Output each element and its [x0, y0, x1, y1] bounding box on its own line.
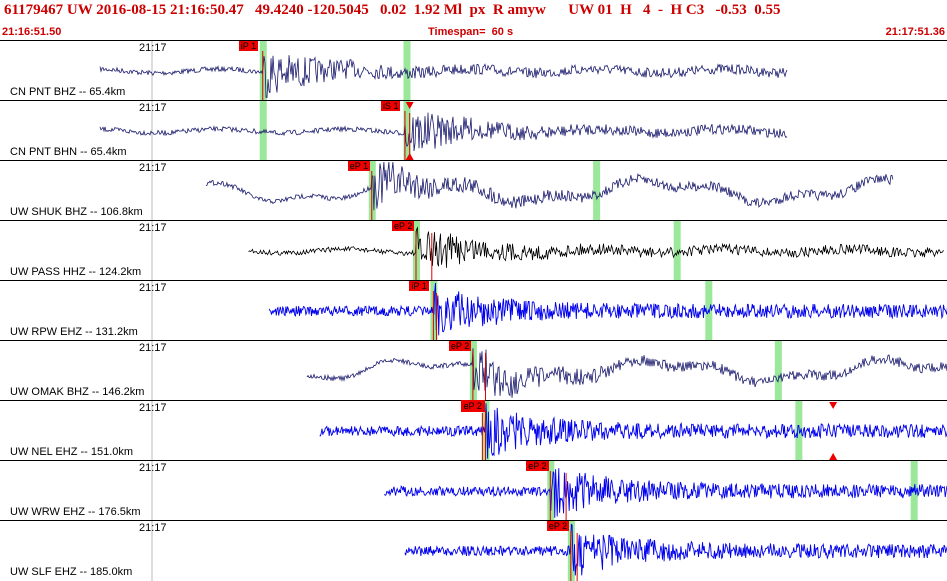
- minute-label: 21:17: [139, 462, 167, 474]
- minute-label: 21:17: [139, 162, 167, 174]
- station-channel-label: UW WRW EHZ -- 176.5km: [10, 506, 141, 518]
- trace-canvas: [151, 461, 947, 521]
- waveform: [205, 161, 894, 211]
- waveform: [384, 468, 947, 518]
- minute-label: 21:17: [139, 282, 167, 294]
- trace-canvas: [151, 401, 947, 461]
- analysis-window-marker: [795, 401, 803, 461]
- trace-panel[interactable]: 21:17 eP 2 UW OMAK BHZ -- 146.2km: [0, 340, 947, 401]
- phase-pick-flag[interactable]: eP 2: [448, 341, 472, 351]
- event-summary-line: 61179467 UW 2016-08-15 21:16:50.47 49.42…: [4, 2, 781, 18]
- phase-pick-flag[interactable]: iS 1: [380, 101, 401, 111]
- trace-canvas: [99, 101, 788, 161]
- waveform: [99, 55, 788, 98]
- waveform: [99, 112, 788, 152]
- minute-label: 21:17: [139, 522, 167, 534]
- trace-canvas: [151, 221, 944, 281]
- trace-panel[interactable]: 21:17 iP 1 CN PNT BHZ -- 65.4km: [0, 40, 947, 101]
- end-time-label: 21:17:51.36: [885, 26, 945, 38]
- station-channel-label: CN PNT BHN -- 65.4km: [10, 146, 127, 158]
- phase-pick-flag[interactable]: eP 2: [460, 400, 485, 412]
- station-channel-label: UW NEL EHZ -- 151.0km: [10, 446, 134, 458]
- trace-canvas: [99, 41, 788, 101]
- minute-label: 21:17: [139, 222, 167, 234]
- trace-panel[interactable]: 21:17 eP 2 UW WRW EHZ -- 176.5km: [0, 460, 947, 521]
- waveform: [306, 348, 947, 398]
- trace-panel[interactable]: 21:17 iS 1 CN PNT BHN -- 65.4km: [0, 100, 947, 161]
- minute-label: 21:17: [139, 342, 167, 354]
- phase-pick-flag[interactable]: eP 1: [347, 161, 371, 171]
- phase-pick-flag[interactable]: eP 2: [526, 461, 549, 471]
- trace-canvas: [151, 341, 947, 401]
- phase-pick-flag[interactable]: iP 1: [238, 41, 259, 51]
- trace-panel[interactable]: 21:17 eP 1 UW SHUK BHZ -- 106.8km: [0, 160, 947, 221]
- station-channel-label: UW SLF EHZ -- 185.0km: [10, 566, 133, 578]
- analysis-window-marker: [774, 341, 782, 401]
- minute-label: 21:17: [139, 42, 167, 54]
- phase-pick-flag[interactable]: iP 1: [409, 281, 429, 291]
- arrival-triangle: [405, 102, 414, 109]
- trace-canvas: [151, 281, 947, 341]
- minute-label: 21:17: [139, 402, 167, 414]
- trace-panel[interactable]: 21:17 eP 2 UW SLF EHZ -- 185.0km: [0, 520, 947, 581]
- phase-pick-flag[interactable]: eP 2: [546, 521, 570, 531]
- waveform: [404, 523, 947, 576]
- station-channel-label: UW OMAK BHZ -- 146.2km: [10, 386, 145, 398]
- analysis-window-marker: [403, 101, 411, 161]
- arrival-triangle: [829, 453, 838, 460]
- station-channel-label: UW PASS HHZ -- 124.2km: [10, 266, 142, 278]
- event-header: 61179467 UW 2016-08-15 21:16:50.47 49.42…: [0, 0, 947, 24]
- minute-label: 21:17: [139, 102, 167, 114]
- timespan-label: Timespan= 60 s: [428, 26, 514, 38]
- trace-canvas: [151, 521, 947, 581]
- start-time-label: 21:16:51.50: [2, 26, 62, 38]
- trace-panel[interactable]: 21:17 eP 2 UW PASS HHZ -- 124.2km: [0, 220, 947, 281]
- trace-panel[interactable]: 21:17 iP 1 UW RPW EHZ -- 131.2km: [0, 280, 947, 341]
- trace-canvas: [151, 161, 894, 221]
- seismogram-panels[interactable]: 21:17 iP 1 CN PNT BHZ -- 65.4km 21:17 iS 1 CN…: [0, 40, 947, 581]
- station-channel-label: UW RPW EHZ -- 131.2km: [10, 326, 138, 338]
- waveform: [248, 226, 944, 268]
- arrival-triangle: [829, 402, 838, 409]
- trace-panel[interactable]: 21:17 eP 2 UW NEL EHZ -- 151.0km: [0, 400, 947, 461]
- phase-pick-flag[interactable]: eP 2: [392, 221, 415, 231]
- arrival-triangle: [405, 153, 414, 160]
- waveform: [319, 403, 947, 459]
- analysis-window-marker: [593, 161, 601, 221]
- waveform: [268, 282, 947, 336]
- station-channel-label: CN PNT BHZ -- 65.4km: [10, 86, 126, 98]
- station-channel-label: UW SHUK BHZ -- 106.8km: [10, 206, 143, 218]
